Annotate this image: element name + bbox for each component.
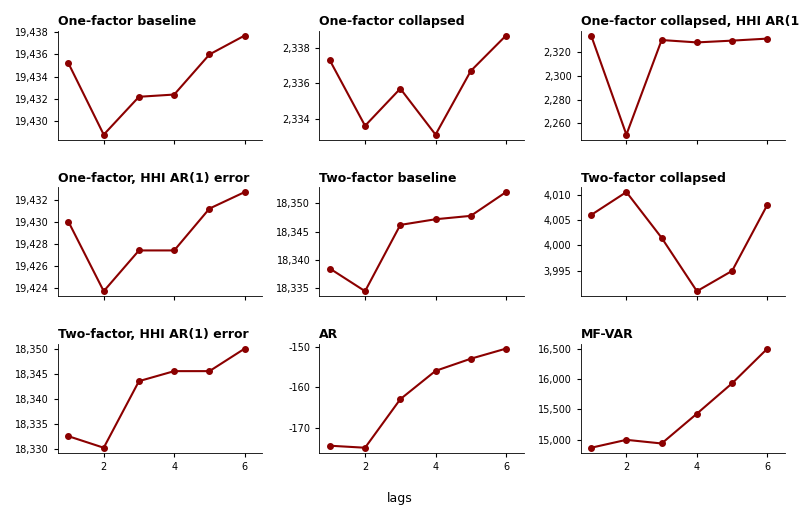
Text: Two-factor baseline: Two-factor baseline <box>319 171 457 185</box>
Text: One-factor collapsed, HHI AR(1) error: One-factor collapsed, HHI AR(1) error <box>581 15 800 28</box>
Text: Two-factor, HHI AR(1) error: Two-factor, HHI AR(1) error <box>58 328 249 341</box>
Text: Two-factor collapsed: Two-factor collapsed <box>581 171 726 185</box>
Text: lags: lags <box>387 492 413 505</box>
Text: AR: AR <box>319 328 338 341</box>
Text: One-factor collapsed: One-factor collapsed <box>319 15 465 28</box>
Text: One-factor baseline: One-factor baseline <box>58 15 196 28</box>
Text: One-factor, HHI AR(1) error: One-factor, HHI AR(1) error <box>58 171 250 185</box>
Text: MF-VAR: MF-VAR <box>581 328 634 341</box>
